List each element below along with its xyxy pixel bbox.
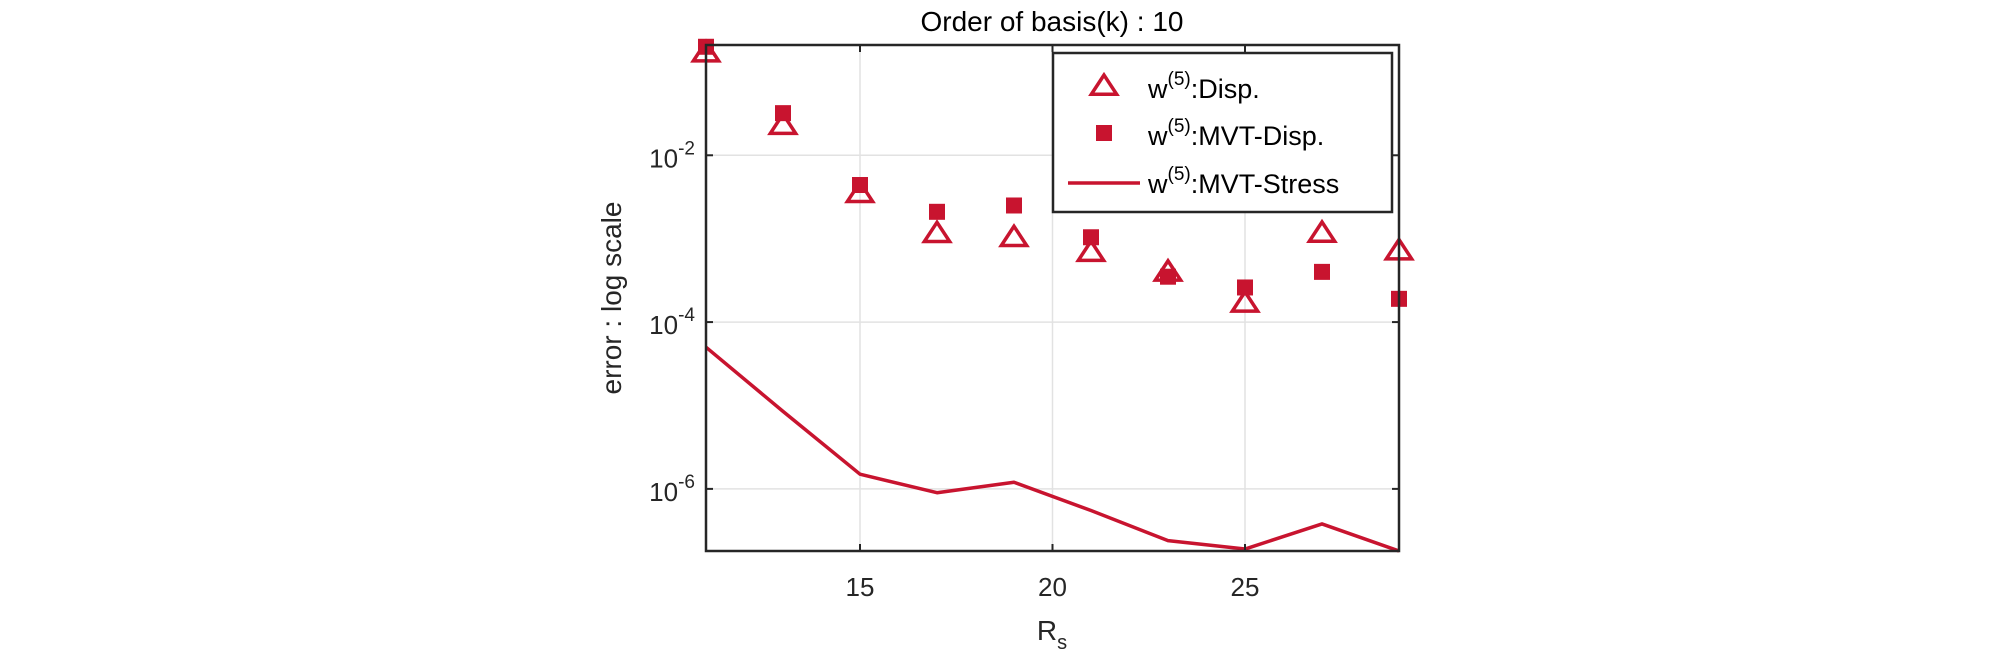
- mvt-disp-square-marker: [1237, 279, 1253, 296]
- mvt-disp-square-marker: [1314, 263, 1330, 280]
- y-tick-label: 10-6: [649, 472, 695, 507]
- y-axis-label: error : log scale: [596, 202, 627, 395]
- legend-item: w(5):MVT-Stress: [1068, 164, 1339, 199]
- plot-area: [690, 38, 1415, 553]
- mvt-disp-square-marker: [1160, 268, 1176, 285]
- mvt-disp-square-marker: [852, 177, 868, 194]
- x-axis-label: Rs: [1037, 615, 1067, 654]
- x-tick-label: 25: [1231, 572, 1260, 602]
- x-tick-label: 20: [1038, 572, 1067, 602]
- legend-item: w(5):Disp.: [1088, 69, 1260, 104]
- mvt-stress-line: [704, 345, 1400, 553]
- legend-item: w(5):MVT-Disp.: [1096, 116, 1324, 151]
- legend-label: w(5):MVT-Disp.: [1147, 116, 1324, 151]
- y-tick-label: 10-4: [649, 305, 695, 340]
- axis-ticks: [706, 45, 1399, 551]
- disp-triangle-marker: [998, 223, 1030, 248]
- chart-title: Order of basis(k) : 10: [921, 6, 1184, 37]
- disp-triangle-marker: [767, 110, 799, 136]
- disp-triangle-marker: [921, 219, 953, 244]
- x-axis-label-subscript: s: [1057, 632, 1067, 654]
- legend: w(5):Disp. w(5):MVT-Disp. w(5):MVT-Stress: [1051, 51, 1394, 214]
- disp-triangle-marker: [1229, 288, 1261, 313]
- legend-label: w(5):MVT-Stress: [1147, 164, 1339, 199]
- disp-triangle-marker: [1075, 237, 1107, 263]
- y-tick-label: 10-2: [649, 138, 695, 173]
- mvt-disp-square-marker: [929, 203, 945, 220]
- x-tick-label: 15: [846, 572, 875, 602]
- legend-triangle-icon: [1088, 71, 1120, 96]
- legend-label: w(5):Disp.: [1147, 69, 1260, 104]
- legend-square-icon: [1096, 125, 1112, 141]
- x-tick-labels: 15 20 25: [846, 572, 1260, 602]
- mvt-disp-square-marker: [1083, 229, 1099, 246]
- y-tick-labels: 10-2 10-4 10-6: [649, 138, 695, 507]
- disp-triangle-marker: [1306, 218, 1338, 243]
- mvt-disp-square-marker: [1006, 197, 1022, 214]
- mvt-disp-square-marker: [775, 105, 791, 122]
